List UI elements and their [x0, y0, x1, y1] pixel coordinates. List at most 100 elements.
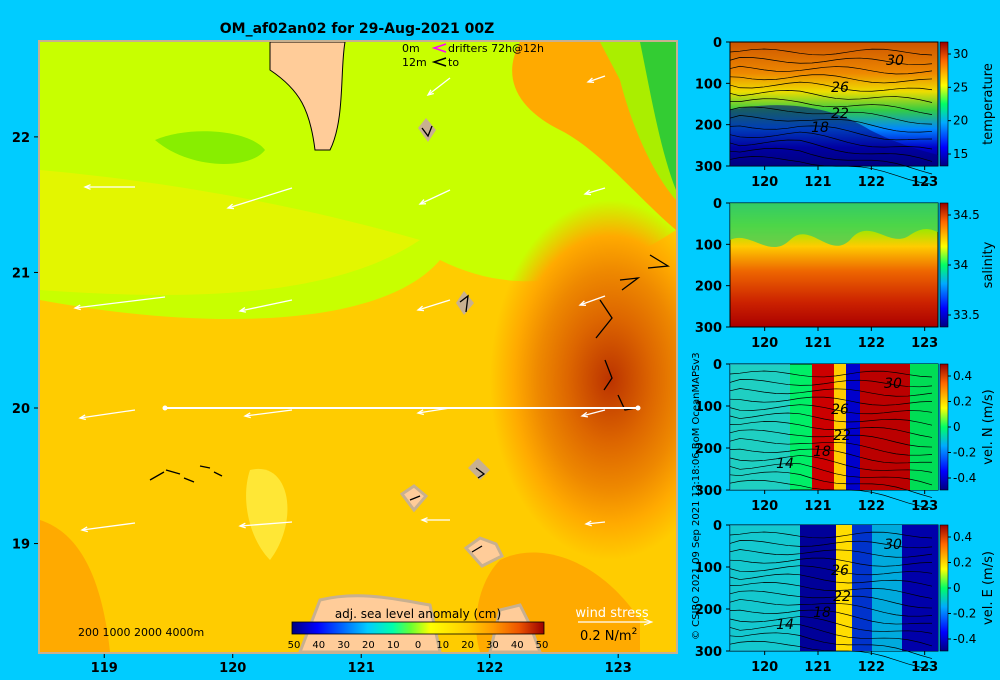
drifter-legend-icon: [431, 43, 447, 53]
panel-colorbar-tick-label: -0.2: [953, 446, 976, 460]
section-start-dot: [162, 405, 168, 411]
panel-x-tick-label: 123: [911, 660, 938, 675]
panel-x-tick-label: 120: [751, 336, 778, 351]
wind-arrow: [417, 299, 451, 311]
wind-arrowhead: [78, 414, 86, 421]
wind-scale-arrowhead: [643, 618, 654, 626]
panel-x-tick-label: 122: [858, 175, 885, 190]
wind-arrowhead: [583, 189, 592, 196]
wind-arrowhead: [238, 522, 246, 529]
island: [418, 118, 436, 142]
contour-line: [729, 582, 933, 599]
panel-y-tick-label: 100: [695, 238, 722, 253]
contour-label: 18: [813, 605, 831, 621]
wind-stress-title: wind stress: [575, 606, 649, 621]
panel-colorbar: [939, 524, 949, 652]
vel-n-band: [834, 364, 846, 490]
wind-arrowhead: [243, 412, 251, 419]
legend-drifters-label: drifters 72h@12h: [448, 42, 544, 55]
contour-line: [729, 156, 933, 185]
contour-line: [729, 549, 933, 558]
contour-line: [729, 388, 933, 397]
sla-green-patch: [155, 131, 265, 164]
wind-arrow: [427, 77, 451, 96]
wind-arrowhead: [418, 199, 427, 205]
drifter-track: [199, 465, 211, 469]
wind-scale-value: 0.2 N/m2: [580, 627, 637, 644]
contour-line: [729, 396, 933, 406]
panel-colorbar-label: vel. N (m/s): [981, 389, 996, 464]
contour-label: 18: [813, 444, 831, 460]
contour-line: [729, 599, 933, 617]
contour-line: [729, 471, 933, 498]
contour-label: 26: [831, 402, 849, 418]
contour-label: 30: [886, 53, 904, 69]
contour-line: [729, 65, 933, 75]
wind-arrow: [81, 522, 136, 531]
contour-line: [729, 139, 933, 162]
sla-colorbar-tick: 10: [387, 640, 400, 651]
wind-arrow: [239, 299, 293, 312]
contour-line: [729, 463, 933, 486]
bathymetry-legend: 200 1000 2000 4000m: [78, 626, 204, 639]
panel-colorbar-label: vel. E (m/s): [981, 551, 996, 625]
legend-to-label: to: [448, 56, 459, 69]
drifter-track: [459, 294, 469, 313]
contour-line: [729, 557, 933, 567]
contour-line: [729, 115, 933, 133]
panel-colorbar-tick-label: 34: [953, 258, 968, 272]
wind-arrow: [581, 409, 606, 417]
sla-colorbar: adj. sea level anomaly (cm) 50 40 30 20 10 0 1…: [288, 607, 549, 651]
wind-arrow: [79, 409, 136, 419]
drifter-track: [603, 359, 613, 391]
sla-colorbar-tick: 50: [288, 640, 301, 651]
panel-x-tick-label: 120: [751, 175, 778, 190]
sla-orange-sw: [40, 520, 110, 652]
contour-line: [729, 370, 933, 378]
panel-colorbar-tick-label: 15: [953, 147, 968, 161]
salinity-panel: [729, 202, 939, 328]
contour-line: [729, 131, 933, 150]
wind-arrow: [419, 189, 451, 205]
panel-y-tick-label: 300: [695, 321, 722, 336]
contour-label: 30: [884, 537, 902, 553]
sla-yellow-patch: [246, 468, 288, 560]
contour-label: 18: [811, 120, 829, 136]
contour-line: [729, 632, 933, 659]
contour-line: [729, 531, 933, 539]
panel-colorbar-tick-label: 33.5: [953, 308, 980, 322]
panel-colorbar: [939, 41, 949, 167]
wind-arrowhead: [584, 520, 592, 527]
panel-colorbar-tick-label: 0.4: [953, 530, 972, 544]
contour-line: [729, 125, 933, 141]
panel-y-tick-label: 100: [695, 400, 722, 415]
contour-label: 14: [776, 456, 794, 472]
sla-colorbar-tick: 30: [486, 640, 499, 651]
panel-y-tick-label: 100: [695, 561, 722, 576]
panel-y-tick-label: 0: [713, 36, 722, 51]
warm-eddy: [490, 200, 676, 560]
contour-line: [729, 448, 933, 464]
panel-colorbar-tick-label: 20: [953, 114, 968, 128]
wind-arrow: [244, 409, 293, 417]
contour-line: [729, 421, 933, 438]
contour-line: [729, 81, 933, 92]
current-legend-icon: [431, 57, 447, 67]
panel-x-tick-label: 123: [911, 336, 938, 351]
credit-text: © CSIRO 2021 09 Sep 2021 12:18:06 BoM Oc…: [691, 352, 702, 640]
map-y-tick-label: 22: [12, 131, 30, 146]
panel-colorbar-tick-label: 30: [953, 47, 968, 61]
panel-colorbar-tick-label: 0: [953, 420, 961, 434]
panel-colorbar-tick-label: -0.4: [953, 632, 976, 646]
map-x-tick-label: 120: [219, 661, 246, 676]
wind-arrow: [579, 295, 606, 306]
bathymetry-label: 200 1000 2000 4000m: [78, 626, 204, 639]
drifter-track: [183, 477, 195, 483]
drifter-track: [475, 467, 486, 479]
vel-e-west-band: [902, 525, 938, 651]
